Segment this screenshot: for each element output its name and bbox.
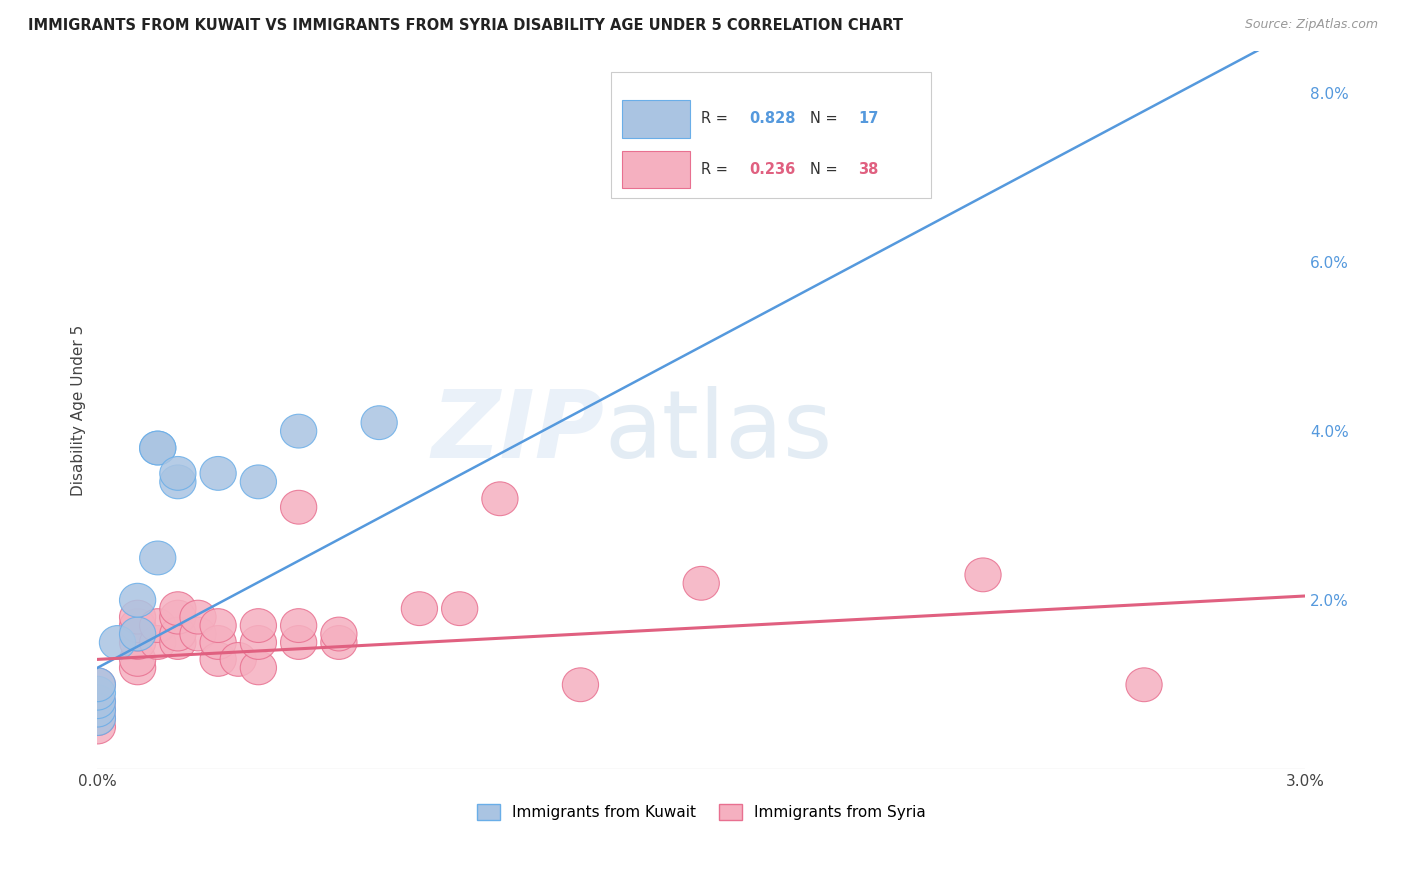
Ellipse shape xyxy=(79,668,115,702)
Ellipse shape xyxy=(200,625,236,659)
Ellipse shape xyxy=(139,608,176,642)
Y-axis label: Disability Age Under 5: Disability Age Under 5 xyxy=(72,325,86,496)
Ellipse shape xyxy=(281,625,316,659)
Ellipse shape xyxy=(965,558,1001,591)
Ellipse shape xyxy=(160,465,195,499)
Ellipse shape xyxy=(120,617,156,651)
Ellipse shape xyxy=(240,651,277,685)
Ellipse shape xyxy=(180,600,217,634)
Ellipse shape xyxy=(139,431,176,465)
Ellipse shape xyxy=(79,702,115,736)
Ellipse shape xyxy=(139,541,176,574)
Text: 0.236: 0.236 xyxy=(749,161,796,177)
Ellipse shape xyxy=(79,685,115,719)
Ellipse shape xyxy=(321,625,357,659)
Ellipse shape xyxy=(139,431,176,465)
Ellipse shape xyxy=(120,583,156,617)
Ellipse shape xyxy=(120,642,156,676)
Ellipse shape xyxy=(281,491,316,524)
Ellipse shape xyxy=(441,591,478,625)
Ellipse shape xyxy=(79,702,115,736)
Ellipse shape xyxy=(321,617,357,651)
Ellipse shape xyxy=(200,642,236,676)
Text: 0.828: 0.828 xyxy=(749,112,796,127)
Ellipse shape xyxy=(160,591,195,625)
Ellipse shape xyxy=(120,600,156,634)
Text: Source: ZipAtlas.com: Source: ZipAtlas.com xyxy=(1244,18,1378,31)
Ellipse shape xyxy=(361,406,398,440)
Ellipse shape xyxy=(401,591,437,625)
Text: R =: R = xyxy=(702,161,733,177)
Ellipse shape xyxy=(281,414,316,448)
Ellipse shape xyxy=(160,457,195,491)
Ellipse shape xyxy=(120,608,156,642)
Ellipse shape xyxy=(120,617,156,651)
Ellipse shape xyxy=(240,465,277,499)
Ellipse shape xyxy=(160,625,195,659)
Ellipse shape xyxy=(160,617,195,651)
Ellipse shape xyxy=(1126,668,1163,702)
Ellipse shape xyxy=(79,693,115,727)
Ellipse shape xyxy=(562,668,599,702)
Ellipse shape xyxy=(120,625,156,659)
Text: ZIP: ZIP xyxy=(432,385,605,477)
Text: IMMIGRANTS FROM KUWAIT VS IMMIGRANTS FROM SYRIA DISABILITY AGE UNDER 5 CORRELATI: IMMIGRANTS FROM KUWAIT VS IMMIGRANTS FRO… xyxy=(28,18,903,33)
Ellipse shape xyxy=(79,685,115,719)
Ellipse shape xyxy=(120,651,156,685)
Ellipse shape xyxy=(79,676,115,710)
Ellipse shape xyxy=(683,566,720,600)
Text: 38: 38 xyxy=(858,161,879,177)
Ellipse shape xyxy=(100,625,135,659)
Ellipse shape xyxy=(200,457,236,491)
Text: atlas: atlas xyxy=(605,385,832,477)
Ellipse shape xyxy=(240,625,277,659)
Text: R =: R = xyxy=(702,112,733,127)
Ellipse shape xyxy=(139,625,176,659)
Text: 17: 17 xyxy=(858,112,879,127)
Ellipse shape xyxy=(79,710,115,744)
Legend: Immigrants from Kuwait, Immigrants from Syria: Immigrants from Kuwait, Immigrants from … xyxy=(471,798,932,826)
Ellipse shape xyxy=(221,642,256,676)
Ellipse shape xyxy=(79,668,115,702)
Ellipse shape xyxy=(482,482,517,516)
Ellipse shape xyxy=(180,617,217,651)
FancyBboxPatch shape xyxy=(610,72,931,198)
Ellipse shape xyxy=(240,608,277,642)
Text: N =: N = xyxy=(810,112,842,127)
Ellipse shape xyxy=(79,693,115,727)
Ellipse shape xyxy=(160,600,195,634)
FancyBboxPatch shape xyxy=(621,151,690,188)
Ellipse shape xyxy=(281,608,316,642)
Text: N =: N = xyxy=(810,161,842,177)
FancyBboxPatch shape xyxy=(621,100,690,137)
Ellipse shape xyxy=(200,608,236,642)
